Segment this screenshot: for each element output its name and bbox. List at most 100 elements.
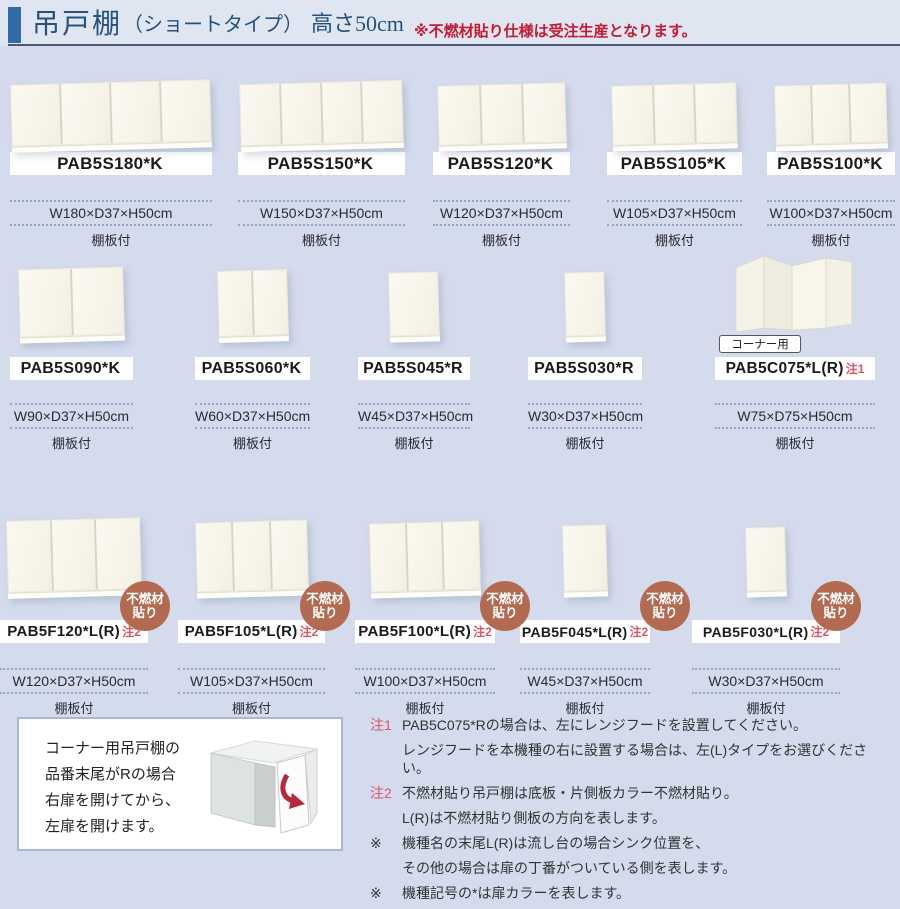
corner-usage-line: 右扉を開けてから、 bbox=[45, 792, 181, 809]
note-line: ※ 機種名の末尾L(R)は流し台の場合シンク位置を、 bbox=[370, 834, 895, 852]
product-code: PAB5S120*K bbox=[447, 153, 554, 173]
corner-cabinet-drawing bbox=[735, 255, 853, 332]
product-dimensions: W100×D37×H50cm bbox=[767, 200, 895, 226]
cabinet-door bbox=[563, 525, 607, 591]
cabinet-door bbox=[746, 527, 786, 591]
product-code: PAB5F030*L(R) bbox=[702, 623, 809, 640]
shelf-note: 棚板付 bbox=[565, 436, 605, 451]
product-card: PAB5S105*K W105×D37×H50cm 棚板付 bbox=[607, 64, 742, 249]
note-text: L(R)は不燃材貼り側板の方向を表します。 bbox=[402, 810, 666, 826]
page-title: 吊戸棚 （ショートタイプ） 高さ50cm bbox=[32, 0, 404, 44]
product-dimensions: W30×D37×H50cm bbox=[528, 403, 643, 429]
cabinet-door bbox=[653, 84, 696, 144]
product-code: PAB5S090*K bbox=[20, 359, 121, 377]
note-label: 注2 bbox=[370, 785, 392, 801]
cabinet-image bbox=[238, 64, 405, 153]
cabinet-door bbox=[775, 85, 813, 145]
product-code-box: PAB5S030*R bbox=[528, 357, 642, 380]
product-dimensions: W105×D37×H50cm bbox=[178, 668, 325, 694]
product-code-box: PAB5S150*K bbox=[238, 152, 405, 175]
product-code: PAB5S030*R bbox=[534, 359, 634, 377]
product-card: PAB5S180*K W180×D37×H50cm 棚板付 bbox=[10, 64, 212, 249]
shelf-note: 棚板付 bbox=[481, 233, 521, 248]
corner-usage-text: コーナー用吊戸棚の 品番末尾がRの場合 右扉を開けてから、 左扉を開けます。 bbox=[45, 736, 180, 840]
product-dimensions: W75×D75×H50cm bbox=[715, 403, 875, 429]
cabinet-door bbox=[612, 85, 654, 145]
cabinet-door bbox=[389, 272, 439, 336]
cabinet-door bbox=[849, 83, 887, 143]
shelf-note: 棚板付 bbox=[775, 436, 815, 451]
product-code-box: PAB5F045*L(R) 注2 bbox=[520, 620, 650, 643]
cabinet-door bbox=[161, 80, 211, 142]
header-divider bbox=[8, 44, 900, 46]
product-code-box: PAB5S090*K bbox=[10, 357, 133, 380]
product-code: PAB5F100*L(R) bbox=[358, 623, 472, 640]
product-dimensions: W45×D37×H50cm bbox=[520, 668, 650, 694]
product-dimensions: W105×D37×H50cm bbox=[607, 200, 742, 226]
cabinet-image bbox=[178, 505, 325, 599]
badge-text: 不燃材 bbox=[486, 591, 524, 606]
cabinet-door bbox=[217, 271, 253, 336]
fireproof-badge: 不燃材 貼り bbox=[811, 581, 861, 631]
cabinet-door bbox=[11, 84, 61, 146]
product-dimensions: W30×D37×H50cm bbox=[692, 668, 840, 694]
cabinet-door bbox=[111, 81, 161, 143]
product-code-box: PAB5F100*L(R) 注2 bbox=[355, 620, 495, 643]
note-text: その他の場合は扉の丁番がついている側を表します。 bbox=[402, 860, 737, 876]
cabinet-door bbox=[6, 520, 52, 592]
product-card: PAB5S060*K W60×D37×H50cm 棚板付 bbox=[195, 258, 310, 452]
product-card: PAB5S150*K W150×D37×H50cm 棚板付 bbox=[238, 64, 405, 249]
shelf-note: 棚板付 bbox=[654, 233, 694, 248]
corner-usage-line: コーナー用吊戸棚の bbox=[45, 740, 181, 757]
badge-text: 貼り bbox=[492, 606, 518, 620]
product-card: コーナー用 PAB5C075*L(R) 注1 W75×D75×H50cm 棚板付 bbox=[715, 255, 875, 452]
note-line: レンジフードを本機種の右に設置する場合は、左(L)タイプをお選びください。 bbox=[370, 741, 895, 777]
cabinet-image bbox=[195, 258, 310, 343]
shelf-note: 棚板付 bbox=[231, 701, 271, 716]
badge-text: 貼り bbox=[652, 606, 678, 620]
product-card: PAB5S030*R W30×D37×H50cm 棚板付 bbox=[528, 258, 643, 452]
cabinet-door bbox=[406, 522, 444, 591]
note-text: 機種名の末尾L(R)は流し台の場合シンク位置を、 bbox=[402, 835, 710, 851]
cabinet-door bbox=[96, 518, 141, 590]
note-label bbox=[370, 859, 402, 877]
cabinet-door bbox=[443, 521, 480, 590]
cabinet-image bbox=[358, 258, 470, 343]
cabinet-door bbox=[61, 83, 111, 145]
note-label: ※ bbox=[370, 885, 382, 901]
product-code: PAB5F105*L(R) bbox=[184, 623, 298, 640]
note-label: ※ bbox=[370, 835, 382, 851]
product-code-box: PAB5S045*R bbox=[358, 357, 470, 380]
product-dimensions: W180×D37×H50cm bbox=[10, 200, 212, 226]
product-dimensions: W60×D37×H50cm bbox=[195, 403, 310, 429]
cabinet-door bbox=[321, 81, 362, 143]
cabinet-door bbox=[565, 272, 605, 336]
product-card: 不燃材 貼り PAB5F030*L(R) 注2 W30×D37×H50cm 棚板付 bbox=[692, 505, 861, 717]
cabinet-door bbox=[522, 83, 566, 143]
cabinet-image bbox=[355, 505, 495, 599]
cabinet-door bbox=[71, 267, 124, 335]
badge-text: 貼り bbox=[312, 606, 338, 620]
notes-section: 注1 PAB5C075*Rの場合は、左にレンジフードを設置してください。 レンジフ… bbox=[370, 716, 895, 909]
product-code-box: PAB5F105*L(R) 注2 bbox=[178, 620, 325, 643]
cabinet-door bbox=[437, 85, 480, 145]
product-dimensions: W45×D37×H50cm bbox=[358, 403, 473, 429]
shelf-note: 棚板付 bbox=[811, 233, 851, 248]
note-label bbox=[370, 809, 402, 827]
product-code: PAB5S045*R bbox=[363, 359, 463, 377]
note-text: 機種記号の*は扉カラーを表します。 bbox=[402, 885, 631, 901]
product-dimensions: W120×D37×H50cm bbox=[0, 668, 148, 694]
cabinet-door bbox=[270, 520, 308, 590]
page-title-main: 吊戸棚 bbox=[32, 9, 123, 40]
shelf-note: 棚板付 bbox=[301, 233, 341, 248]
shelf-note: 棚板付 bbox=[394, 436, 434, 451]
product-code-box: PAB5S105*K bbox=[607, 152, 742, 175]
note-reference: 注2 bbox=[629, 625, 649, 639]
product-dimensions: W120×D37×H50cm bbox=[433, 200, 570, 226]
product-card: PAB5S090*K W90×D37×H50cm 棚板付 bbox=[10, 258, 133, 452]
product-code-box: PAB5S060*K bbox=[195, 357, 310, 380]
cabinet-image bbox=[433, 64, 570, 152]
product-code: PAB5S150*K bbox=[267, 153, 374, 173]
product-card: 不燃材 貼り PAB5F045*L(R) 注2 W45×D37×H50cm 棚板付 bbox=[520, 505, 690, 717]
cabinet-image bbox=[528, 258, 642, 343]
